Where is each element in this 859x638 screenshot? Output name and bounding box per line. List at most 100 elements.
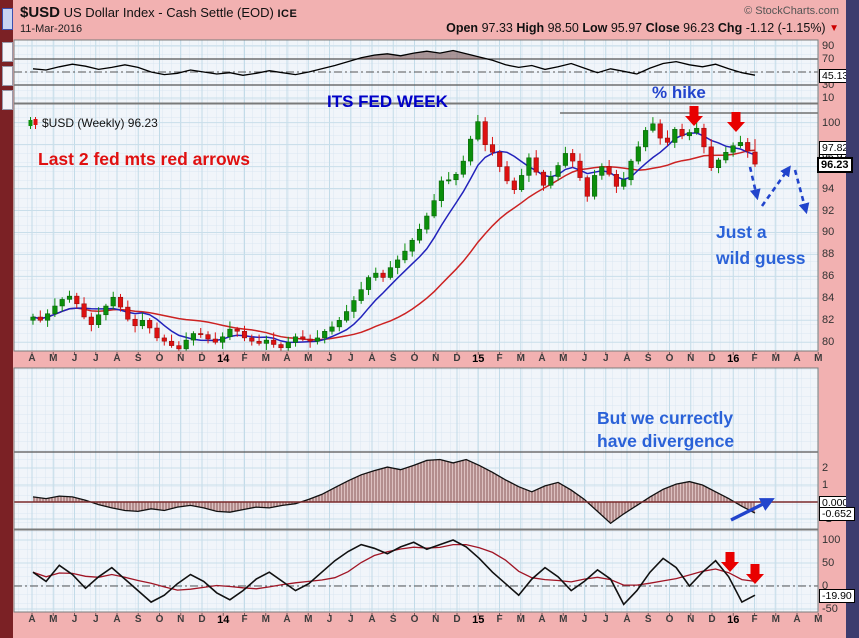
x-axis-label: M (771, 614, 780, 625)
x-axis-label: S (389, 614, 397, 625)
x-axis-label: F (241, 353, 248, 364)
x-axis-label: O (665, 614, 674, 625)
x-axis-label: M (304, 353, 313, 364)
rsi-overbought-fill (356, 50, 488, 59)
quote-summary: Open 97.33 High 98.50 Low 95.97 Close 96… (446, 21, 839, 35)
macd-hist-value-box: -0.652 (819, 507, 855, 522)
x-axis-label: A (368, 353, 376, 364)
candles (30, 114, 758, 351)
chg-label: Chg (717, 21, 743, 35)
x-axis-label: D (708, 353, 716, 364)
x-axis-label: N (687, 614, 695, 625)
x-axis-label: J (347, 614, 354, 625)
high-value: 98.50 (547, 21, 579, 35)
x-axis-label: D (453, 614, 461, 625)
low-value: 95.97 (610, 21, 643, 35)
x-axis-label: S (389, 353, 397, 364)
open-value: 97.33 (481, 21, 513, 35)
x-axis-label: A (113, 353, 121, 364)
annotation-percent-hike: % hike (652, 83, 706, 102)
x-axis-label: D (708, 614, 716, 625)
x-axis-label: S (644, 353, 652, 364)
x-axis-label: J (326, 353, 333, 364)
price-ma-fast (32, 132, 756, 344)
y-tick-label: 90 (822, 40, 835, 52)
close-label: Close (645, 21, 680, 35)
x-axis-label: J (71, 353, 78, 364)
x-axis-label: A (368, 614, 376, 625)
price-close-value-box: 96.23 (817, 157, 853, 173)
x-axis-label: M (261, 353, 270, 364)
x-axis-label: F (496, 614, 503, 625)
y-tick-label: 86 (822, 270, 835, 283)
open-label: Open (446, 21, 479, 35)
x-axis-label: M (261, 614, 270, 625)
x-axis-label: N (687, 353, 695, 364)
x-axis-label: J (347, 353, 354, 364)
x-axis-label: N (177, 353, 185, 364)
annotation-last-2-fed: Last 2 fed mts red arrows (38, 149, 251, 169)
x-axis-label: M (814, 353, 823, 364)
x-axis-label: A (793, 614, 801, 625)
y-tick-label: 100 (822, 116, 841, 129)
exchange-label: ICE (277, 8, 298, 20)
chart-header: $USD US Dollar Index - Cash Settle (EOD)… (20, 4, 297, 21)
x-axis-label: M (516, 353, 525, 364)
x-axis-label: J (581, 353, 588, 364)
x-axis-label: O (665, 353, 674, 364)
high-label: High (516, 21, 545, 35)
x-axis-label: M (304, 614, 313, 625)
y-tick-label: 50 (822, 557, 835, 569)
oscillator-value-box: -19.90 (819, 589, 855, 604)
x-axis-label: M (49, 353, 58, 364)
x-axis-label: J (602, 353, 609, 364)
x-axis-label: M (559, 614, 568, 625)
x-axis-label: M (771, 353, 780, 364)
x-axis-label: S (644, 614, 652, 625)
chg-value: -1.12 (-1.15%) (745, 21, 826, 35)
x-axis-label: M (814, 614, 823, 625)
x-axis-label: D (453, 353, 461, 364)
x-axis-label: 15 (472, 353, 485, 365)
panel-bg-1 (14, 104, 818, 351)
y-tick-label: 82 (822, 314, 835, 327)
price-series-label: $USD (Weekly) 96.23 (27, 116, 158, 130)
x-axis-label: F (241, 614, 248, 625)
x-axis-label: A (538, 614, 546, 625)
x-axis-label: O (155, 353, 164, 364)
browser-right-edge (846, 0, 859, 638)
dashed-forecast-arrow (793, 169, 810, 215)
x-axis-label: J (326, 614, 333, 625)
x-axis-label: A (283, 353, 291, 364)
x-axis-label: A (793, 353, 801, 364)
left-edge-icon (2, 8, 13, 30)
rsi-line (32, 49, 756, 76)
red-down-arrow (746, 564, 764, 584)
x-axis-label: J (71, 614, 78, 625)
low-label: Low (582, 21, 608, 35)
chart-title: US Dollar Index - Cash Settle (EOD) (63, 5, 274, 20)
left-edge-icon (2, 66, 13, 86)
x-axis-label: S (134, 614, 142, 625)
y-tick-label: -50 (822, 603, 838, 615)
chg-down-triangle-icon: ▼ (829, 23, 839, 34)
candlestick-icon (28, 117, 38, 129)
x-axis-label: O (410, 353, 419, 364)
left-edge-icon (2, 42, 13, 62)
x-axis-label: A (623, 614, 631, 625)
x-axis-label: 15 (472, 614, 485, 626)
dashed-forecast-arrow (760, 165, 791, 207)
close-value: 96.23 (683, 21, 715, 35)
x-axis-label: M (516, 614, 525, 625)
y-tick-label: 80 (822, 336, 835, 349)
x-axis-label: M (49, 614, 58, 625)
y-tick-label: 70 (822, 53, 835, 65)
x-axis-label: 14 (217, 353, 230, 365)
y-tick-label: 90 (822, 226, 835, 239)
y-tick-label: 94 (822, 182, 835, 195)
x-axis-label: J (581, 614, 588, 625)
x-axis-label: 16 (727, 353, 740, 365)
browser-left-edge (0, 0, 13, 638)
